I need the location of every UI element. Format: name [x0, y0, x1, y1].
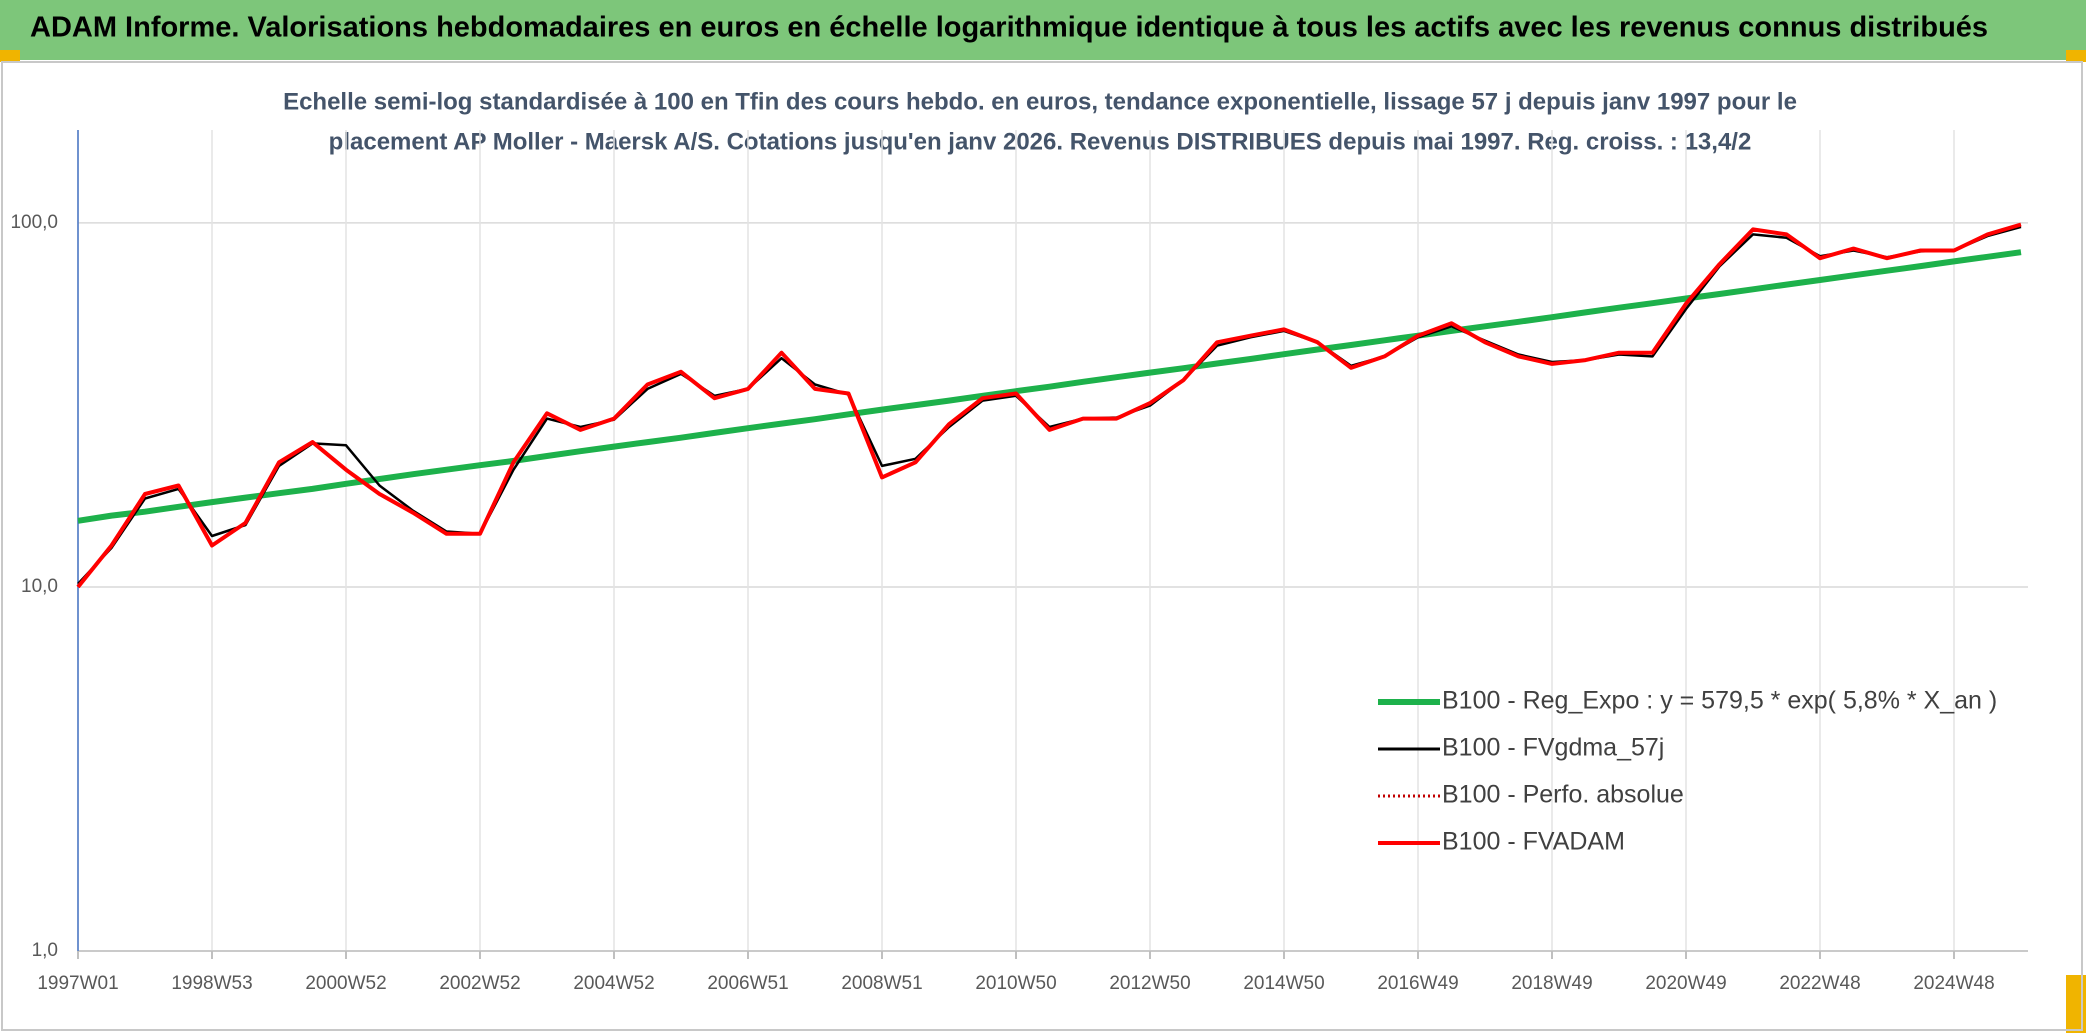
legend-label: B100 - Perfo. absolue — [1442, 781, 1684, 809]
y-tick-label: 1,0 — [32, 940, 58, 961]
x-tick-label: 2004W52 — [573, 973, 654, 994]
corner — [2066, 50, 2086, 62]
x-tick-label: 2010W50 — [975, 973, 1056, 994]
chart-title: placement AP Moller - Maersk A/S. Cotati… — [329, 128, 1752, 155]
legend-label: B100 - FVgdma_57j — [1442, 734, 1664, 762]
series-line — [77, 249, 2022, 524]
x-tick-label: 2020W49 — [1645, 973, 1726, 994]
x-tick-label: 1997W01 — [37, 973, 118, 994]
x-tick-label: 2024W48 — [1913, 973, 1994, 994]
series-line — [76, 222, 2022, 589]
chart-border — [1, 61, 2083, 1031]
legend-label: B100 - Reg_Expo : y = 579,5 * exp( 5,8% … — [1442, 687, 1997, 715]
corner — [0, 50, 20, 62]
header-bar — [0, 0, 2086, 60]
x-tick-label: 2012W50 — [1109, 973, 1190, 994]
legend-label: B100 - FVADAM — [1442, 828, 1625, 856]
chart-title: Echelle semi-log standardisée à 100 en T… — [283, 88, 1797, 115]
x-tick-label: 2008W51 — [841, 973, 922, 994]
x-tick-label: 2014W50 — [1243, 973, 1324, 994]
x-tick-label: 2006W51 — [707, 973, 788, 994]
x-tick-label: 2002W52 — [439, 973, 520, 994]
x-tick-label: 2000W52 — [305, 973, 386, 994]
y-tick-label: 10,0 — [21, 576, 58, 597]
x-tick-label: 1998W53 — [171, 973, 252, 994]
header-title: ADAM Informe. Valorisations hebdomadaire… — [30, 12, 1988, 44]
x-tick-label: 2018W49 — [1511, 973, 1592, 994]
y-tick-label: 100,0 — [10, 212, 58, 233]
x-tick-label: 2022W48 — [1779, 973, 1860, 994]
x-tick-label: 2016W49 — [1377, 973, 1458, 994]
